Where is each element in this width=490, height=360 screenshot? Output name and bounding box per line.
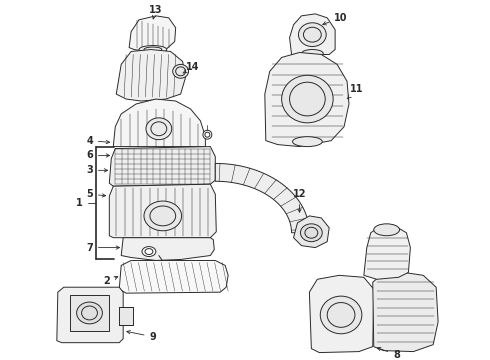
Polygon shape: [373, 273, 438, 352]
Polygon shape: [364, 226, 411, 279]
Text: 4: 4: [86, 136, 110, 146]
Text: 5: 5: [86, 189, 106, 199]
Ellipse shape: [282, 75, 333, 123]
Polygon shape: [265, 53, 349, 147]
Polygon shape: [290, 14, 335, 54]
Polygon shape: [57, 287, 123, 343]
Polygon shape: [309, 275, 374, 352]
Polygon shape: [215, 163, 309, 233]
Polygon shape: [113, 99, 205, 147]
Text: 1: 1: [76, 198, 83, 208]
Ellipse shape: [172, 64, 189, 78]
Polygon shape: [119, 261, 228, 293]
Ellipse shape: [142, 247, 156, 257]
Ellipse shape: [374, 224, 399, 236]
Text: 12: 12: [293, 189, 306, 212]
Text: 6: 6: [86, 150, 110, 161]
Bar: [70, 295, 109, 331]
Polygon shape: [129, 16, 176, 51]
Ellipse shape: [298, 23, 326, 46]
Ellipse shape: [293, 137, 322, 147]
Bar: [119, 307, 133, 325]
Text: 2: 2: [103, 276, 118, 286]
Text: 3: 3: [86, 165, 108, 175]
Ellipse shape: [301, 50, 323, 58]
Ellipse shape: [144, 201, 182, 231]
Text: 14: 14: [183, 62, 199, 73]
Ellipse shape: [203, 130, 212, 139]
Text: 8: 8: [377, 347, 400, 360]
Text: 13: 13: [149, 5, 163, 19]
Text: 9: 9: [127, 330, 156, 342]
Ellipse shape: [300, 224, 322, 242]
Polygon shape: [109, 147, 215, 186]
Polygon shape: [109, 184, 216, 238]
Ellipse shape: [320, 296, 362, 334]
Text: 11: 11: [347, 84, 364, 99]
Ellipse shape: [146, 118, 171, 140]
Text: 7: 7: [86, 243, 120, 253]
Text: 10: 10: [323, 13, 348, 25]
Ellipse shape: [139, 46, 167, 54]
Polygon shape: [121, 238, 214, 261]
Polygon shape: [116, 50, 186, 101]
Ellipse shape: [76, 302, 102, 324]
Polygon shape: [294, 216, 329, 248]
